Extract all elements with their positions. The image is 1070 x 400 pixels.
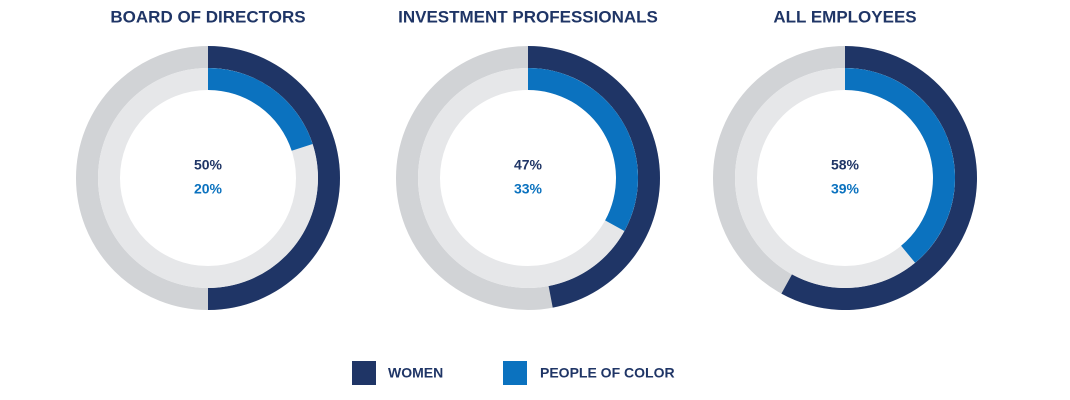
ring-segment: [845, 68, 955, 263]
donut-title: ALL EMPLOYEES: [773, 7, 916, 26]
ring-segment: [528, 46, 660, 308]
legend-swatch: [503, 361, 527, 385]
ring-segment: [528, 68, 639, 231]
donut-title: INVESTMENT PROFESSIONALS: [398, 7, 658, 26]
value-label: 20%: [194, 181, 223, 197]
ring-segment: [208, 46, 340, 310]
legend-label: WOMEN: [388, 365, 443, 381]
value-label: 58%: [831, 157, 860, 173]
value-label: 47%: [514, 157, 543, 173]
ring-segment: [208, 68, 313, 151]
legend-label: PEOPLE OF COLOR: [540, 365, 675, 381]
value-label: 33%: [514, 181, 543, 197]
value-label: 50%: [194, 157, 223, 173]
value-label: 39%: [831, 181, 860, 197]
donut-title: BOARD OF DIRECTORS: [110, 7, 305, 26]
ring-segment: [781, 46, 978, 311]
legend-swatch: [352, 361, 376, 385]
